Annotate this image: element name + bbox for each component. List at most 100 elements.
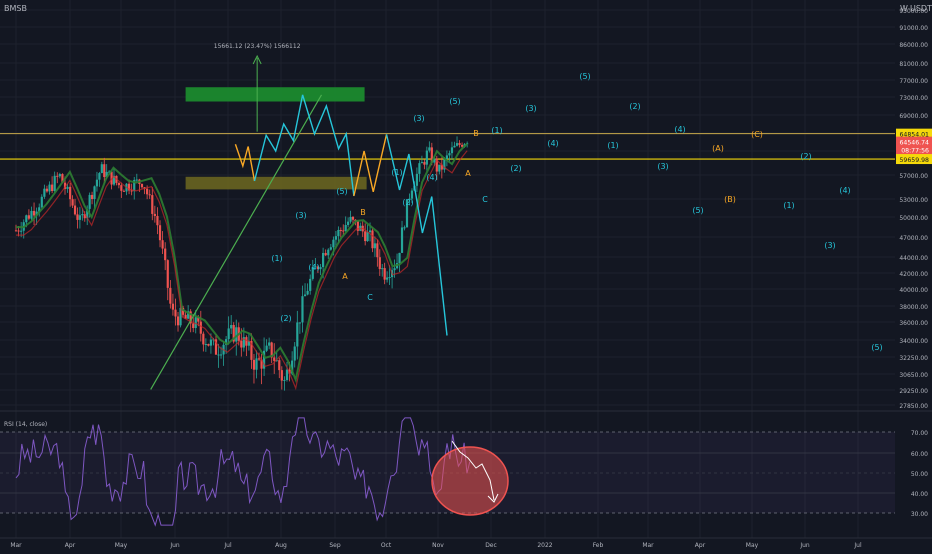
candle-body <box>334 236 338 240</box>
time-tick: Feb <box>593 542 604 549</box>
time-tick: May <box>746 542 759 549</box>
candle-body <box>108 171 111 173</box>
candle-body <box>151 195 154 214</box>
candle-body <box>344 225 347 232</box>
candle-body <box>408 198 411 200</box>
time-tick: Apr <box>65 542 76 549</box>
candle-body <box>27 215 30 219</box>
price-tick: 32250.00 <box>899 355 928 362</box>
wave-label: (1) <box>783 201 794 210</box>
axis-unit[interactable]: USDT <box>910 4 932 13</box>
candle-body <box>388 277 391 279</box>
candle-body <box>433 158 436 163</box>
candle-body <box>103 164 106 178</box>
candle-body <box>339 229 342 231</box>
candle-body <box>368 230 372 233</box>
candle-body <box>63 182 67 189</box>
wave-label: (2) <box>629 102 640 111</box>
countdown-value: 08:77:56 <box>901 148 929 155</box>
candle-body <box>327 249 330 256</box>
candle-body <box>43 188 46 197</box>
candle-body <box>76 214 79 220</box>
price-tick: 42000.00 <box>899 271 928 278</box>
candle-body <box>260 359 263 369</box>
candle-body <box>262 350 266 369</box>
candle-body <box>301 296 304 323</box>
time-tick: Aug <box>275 542 287 549</box>
lower-line-value: 59659.98 <box>899 157 929 164</box>
price-tick: 91000.00 <box>899 25 928 32</box>
candle-body <box>247 340 251 346</box>
axis-flag[interactable]: W <box>900 4 908 13</box>
rsi-tick: 30.00 <box>911 511 928 518</box>
candle-body <box>303 294 307 297</box>
price-tick: 27850.00 <box>899 403 928 410</box>
candle-body <box>410 190 414 199</box>
candle-body <box>430 147 433 163</box>
candle-body <box>405 199 409 228</box>
candle-body <box>40 196 43 208</box>
price-tick: 53000.00 <box>899 197 928 204</box>
candle-body <box>112 175 116 185</box>
candle-body <box>242 337 245 348</box>
wave-label: (4) <box>839 186 850 195</box>
candle-body <box>230 325 233 329</box>
candle-body <box>17 230 20 232</box>
time-tick: Mar <box>10 542 22 549</box>
price-tick: 73000.00 <box>899 95 928 102</box>
wave-path-2 <box>385 134 448 336</box>
candle-body <box>275 360 278 362</box>
upper-line-value-bg <box>896 128 932 139</box>
green-target-zone <box>185 87 365 102</box>
candle-body <box>105 171 108 178</box>
time-tick: Nov <box>432 542 444 549</box>
candle-body <box>209 339 213 346</box>
candle-body <box>306 290 309 295</box>
candle-body <box>316 266 320 270</box>
candle-body <box>197 317 200 322</box>
candle-body <box>337 229 340 237</box>
candle-body <box>265 345 268 351</box>
candle-body <box>376 243 379 258</box>
wave-label: (C) <box>751 130 763 139</box>
candle-body <box>148 194 151 196</box>
candle-body <box>314 266 317 268</box>
candle-body <box>356 221 359 231</box>
rsi-tick: 50.00 <box>911 471 928 478</box>
candle-body <box>202 333 205 345</box>
candle-body <box>440 164 443 170</box>
measure-label: 15661.12 (23.47%) 1566112 <box>214 43 301 50</box>
candle-body <box>400 227 404 253</box>
symbol-label[interactable]: BMSB <box>4 4 27 13</box>
candle-body <box>371 230 374 249</box>
candle-body <box>122 190 126 192</box>
candle-body <box>321 252 325 268</box>
rsi-arrow-head <box>487 493 499 503</box>
candle-body <box>273 357 276 361</box>
candle-body <box>423 162 426 165</box>
wave-path-1 <box>253 94 355 197</box>
candle-body <box>283 379 286 381</box>
candle-body <box>95 179 99 187</box>
candle-body <box>366 232 369 242</box>
candle-body <box>296 322 299 347</box>
candle-body <box>214 339 218 355</box>
candle-body <box>194 317 197 329</box>
candle-body <box>153 213 156 216</box>
candle-body <box>71 199 74 206</box>
price-tick: 69000.00 <box>899 113 928 120</box>
wave-label: (3) <box>295 211 306 220</box>
price-tick: 50000.00 <box>899 215 928 222</box>
candle-body <box>117 182 120 186</box>
candle-body <box>140 183 144 188</box>
candle-body <box>245 337 248 346</box>
candle-body <box>225 339 228 345</box>
candle-body <box>100 164 103 174</box>
candle-body <box>219 354 223 356</box>
candle-body <box>280 370 283 381</box>
price-tick: 86000.00 <box>899 42 928 49</box>
wave-label: (5) <box>336 187 347 196</box>
wave-label: (A) <box>712 144 724 153</box>
